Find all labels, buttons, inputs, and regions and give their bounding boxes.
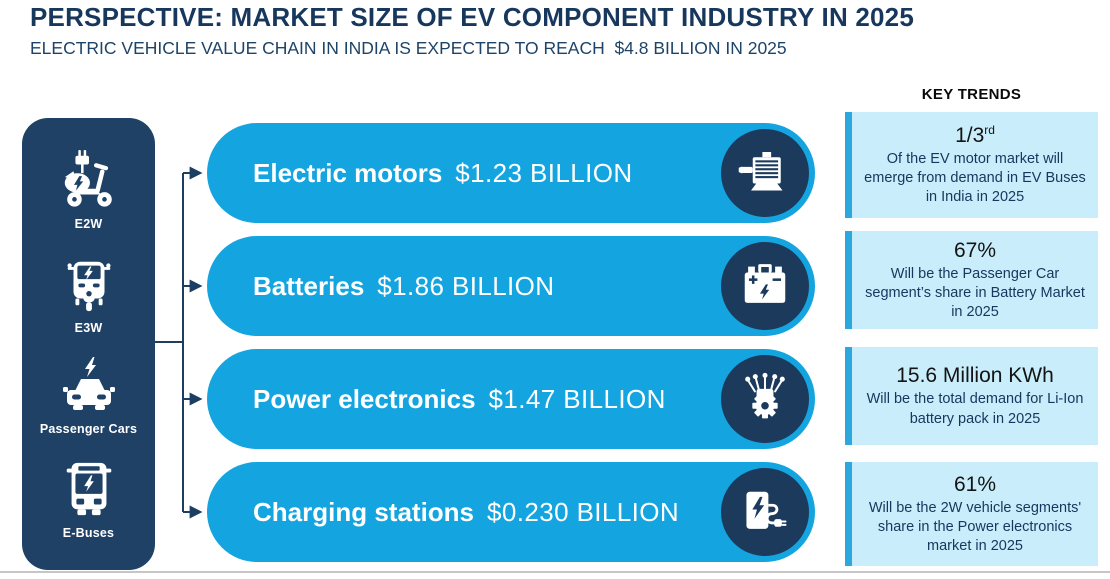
sidebar-item-label: E2W bbox=[74, 216, 103, 231]
sidebar-item-e3w: E3W bbox=[58, 252, 120, 335]
component-name: Electric motors bbox=[253, 157, 443, 188]
power-electronics-icon bbox=[721, 355, 809, 443]
electric-motor-icon bbox=[721, 129, 809, 217]
trend-stat: 67% bbox=[953, 238, 997, 262]
trend-text: Will be the 2W vehicle segments' share i… bbox=[868, 499, 1082, 555]
trend-text: Will be the total demand for Li-Ion batt… bbox=[866, 391, 1084, 427]
component-pill-charging-stations: Charging stations $0.230 BILLION bbox=[207, 462, 815, 562]
electric-bus-icon bbox=[58, 457, 120, 524]
ev-segments-sidebar: E2W E3W bbox=[22, 118, 155, 570]
component-pill-electric-motors: Electric motors $1.23 BILLION bbox=[207, 123, 815, 223]
page-subtitle: ELECTRIC VEHICLE VALUE CHAIN IN INDIA IS… bbox=[30, 38, 787, 58]
sidebar-item-label: Passenger Cars bbox=[39, 421, 138, 436]
component-name: Power electronics bbox=[253, 383, 476, 414]
sidebar-item-label: E3W bbox=[74, 321, 103, 336]
trend-stat: 1/3rd bbox=[955, 122, 995, 147]
key-trends-heading: KEY TRENDS bbox=[921, 86, 1022, 103]
component-value: $1.23 BILLION bbox=[455, 157, 633, 188]
electric-scooter-icon bbox=[54, 148, 124, 215]
sidebar-item-label: E-Buses bbox=[62, 526, 115, 541]
component-name: Batteries bbox=[253, 270, 365, 301]
sidebar-item-e2w: E2W bbox=[54, 148, 124, 231]
trend-stat: 15.6 Million KWh bbox=[896, 364, 1054, 388]
trend-text: Will be the Passenger Car segment’s shar… bbox=[865, 265, 1085, 321]
battery-icon bbox=[721, 242, 809, 330]
component-value: $0.230 BILLION bbox=[487, 496, 680, 527]
component-value: $1.47 BILLION bbox=[488, 383, 666, 414]
sidebar-item-passenger-cars: Passenger Cars bbox=[39, 356, 138, 436]
component-name: Charging stations bbox=[253, 496, 475, 527]
electric-rickshaw-icon bbox=[58, 252, 120, 319]
trend-card-power-electronics: 61% Will be the 2W vehicle segments' sha… bbox=[845, 462, 1098, 566]
sidebar-item-e-buses: E-Buses bbox=[58, 457, 120, 540]
slide-bottom-border bbox=[0, 571, 1110, 573]
charging-station-icon bbox=[721, 468, 809, 556]
trend-card-battery: 67% Will be the Passenger Car segment’s … bbox=[845, 231, 1098, 329]
page-title: PERSPECTIVE: MARKET SIZE OF EV COMPONENT… bbox=[30, 2, 914, 32]
component-value: $1.86 BILLION bbox=[377, 270, 555, 301]
component-pill-batteries: Batteries $1.86 BILLION bbox=[207, 236, 815, 336]
trend-card-li-ion: 15.6 Million KWh Will be the total deman… bbox=[845, 347, 1098, 445]
electric-car-icon bbox=[57, 356, 121, 420]
component-pill-power-electronics: Power electronics $1.47 BILLION bbox=[207, 349, 815, 449]
trend-card-ev-motor: 1/3rd Of the EV motor market will emerge… bbox=[845, 112, 1098, 218]
trend-text: Of the EV motor market will emerge from … bbox=[864, 150, 1086, 206]
trend-stat: 61% bbox=[953, 472, 997, 496]
